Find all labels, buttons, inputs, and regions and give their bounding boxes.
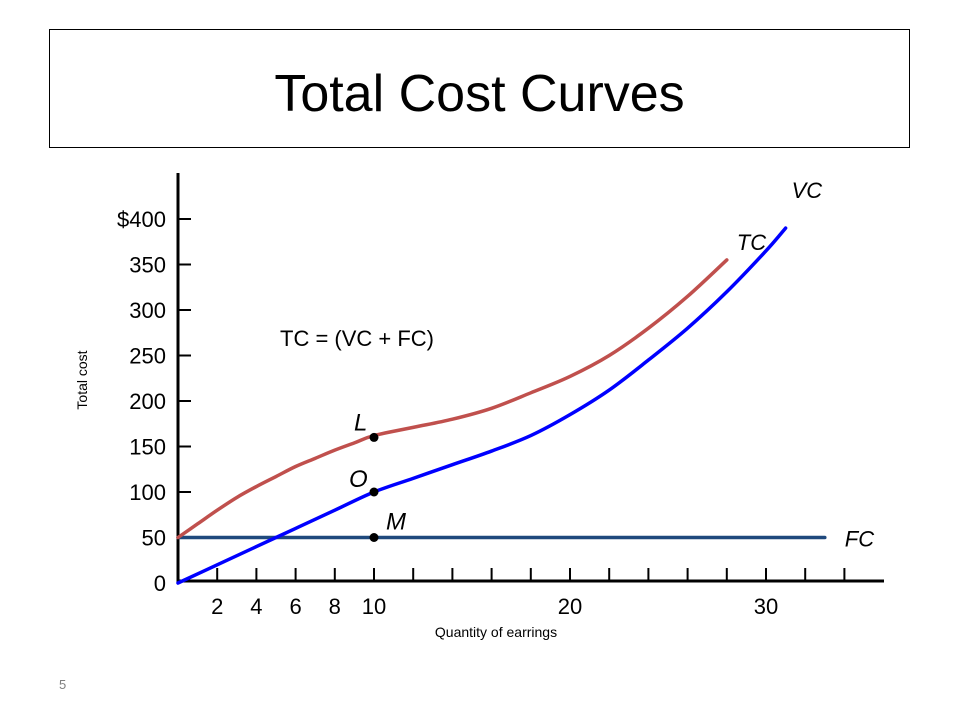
point-m: [369, 533, 379, 542]
formula-annotation: TC = (VC + FC): [280, 326, 434, 351]
y-tick-label: $400: [117, 207, 166, 232]
axes: [176, 173, 884, 583]
x-tick-label: 10: [362, 594, 386, 619]
curve-label-fc: FC: [845, 527, 874, 552]
title-box: Total Cost Curves: [49, 29, 910, 148]
x-ticks: 2 4 6 8 10 20 30: [211, 568, 846, 619]
point-o: [369, 487, 379, 497]
point-label-m: M: [386, 509, 406, 536]
labels: Total cost Quantity of earrings TC = (VC…: [74, 326, 557, 640]
x-tick-label: 20: [558, 594, 582, 619]
curves: TC VC FC: [176, 178, 874, 585]
y-tick-label: 300: [129, 298, 166, 323]
series-line-tc: [176, 258, 729, 540]
x-tick-label: 6: [289, 594, 301, 619]
point-label-l: L: [354, 409, 367, 436]
y-axis-title: Total cost: [74, 350, 90, 409]
y-tick-label: 350: [129, 253, 166, 278]
y-tick-label: 0: [154, 571, 166, 596]
x-tick-label: 4: [250, 594, 262, 619]
points: L OM: [349, 409, 406, 542]
x-tick-label: 8: [329, 594, 341, 619]
x-tick-label: 30: [754, 594, 778, 619]
y-tick-label: 100: [129, 480, 166, 505]
x-tick-label: 2: [211, 594, 223, 619]
x-axis-title: Quantity of earrings: [435, 624, 557, 640]
y-ticks: 0 50 100 150 200 250 300 350 $400: [117, 207, 191, 596]
series-line-vc: [176, 226, 788, 585]
slide-title: Total Cost Curves: [274, 65, 685, 123]
y-tick-label: 50: [142, 526, 166, 551]
point-label-o: O: [349, 466, 368, 493]
curve-label-tc: TC: [737, 230, 766, 255]
y-tick-label: 250: [129, 344, 166, 369]
y-tick-label: 200: [129, 389, 166, 414]
y-tick-label: 150: [129, 435, 166, 460]
curve-label-vc: VC: [792, 178, 823, 203]
point-l: [369, 432, 379, 442]
slide-number: 5: [59, 677, 67, 692]
